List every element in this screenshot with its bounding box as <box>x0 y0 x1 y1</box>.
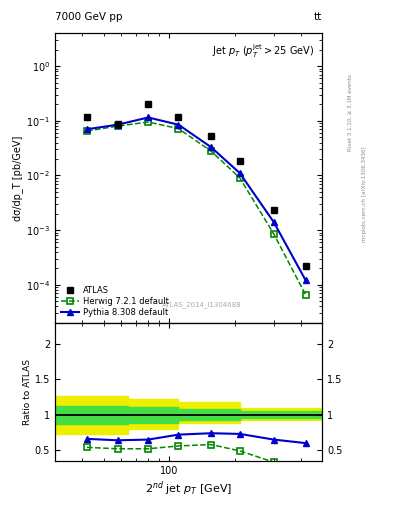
Pythia 8.308 default <box>237 170 242 176</box>
Text: mcplots.cern.ch [arXiv:1306.3436]: mcplots.cern.ch [arXiv:1306.3436] <box>362 147 367 242</box>
Y-axis label: Ratio to ATLAS: Ratio to ATLAS <box>23 359 32 425</box>
Y-axis label: dσ/dp_T [pb/GeV]: dσ/dp_T [pb/GeV] <box>12 135 23 221</box>
Pythia 8.308 default <box>146 114 151 120</box>
ATLAS <box>237 158 242 164</box>
Herwig 7.2.1 default <box>115 123 120 129</box>
Text: 7000 GeV pp: 7000 GeV pp <box>55 11 123 22</box>
Herwig 7.2.1 default <box>84 128 89 134</box>
Pythia 8.308 default <box>209 144 213 150</box>
Herwig 7.2.1 default <box>176 125 181 132</box>
Herwig 7.2.1 default <box>146 119 151 125</box>
Line: ATLAS: ATLAS <box>83 101 309 269</box>
Herwig 7.2.1 default <box>237 175 242 181</box>
Herwig 7.2.1 default <box>303 292 308 298</box>
ATLAS <box>176 114 181 120</box>
Text: Jet $p_T$ ($p_T^{\rm jet}>25$ GeV): Jet $p_T$ ($p_T^{\rm jet}>25$ GeV) <box>212 42 314 60</box>
ATLAS <box>209 133 213 139</box>
ATLAS <box>84 114 89 120</box>
Pythia 8.308 default <box>115 121 120 127</box>
ATLAS <box>115 121 120 127</box>
Pythia 8.308 default <box>303 278 308 284</box>
Text: ATLAS_2014_I1304688: ATLAS_2014_I1304688 <box>162 302 242 308</box>
Pythia 8.308 default <box>84 126 89 132</box>
Text: Rivet 3.1.10, ≥ 3.1M events: Rivet 3.1.10, ≥ 3.1M events <box>348 74 353 151</box>
Line: Herwig 7.2.1 default: Herwig 7.2.1 default <box>84 119 309 297</box>
ATLAS <box>303 263 308 269</box>
Text: tt: tt <box>314 11 322 22</box>
Line: Pythia 8.308 default: Pythia 8.308 default <box>84 115 309 283</box>
Legend: ATLAS, Herwig 7.2.1 default, Pythia 8.308 default: ATLAS, Herwig 7.2.1 default, Pythia 8.30… <box>59 284 170 319</box>
Pythia 8.308 default <box>176 121 181 127</box>
ATLAS <box>272 207 276 214</box>
ATLAS <box>146 101 151 108</box>
Pythia 8.308 default <box>272 219 276 225</box>
Herwig 7.2.1 default <box>209 148 213 154</box>
X-axis label: 2$^{nd}$ jet $p_T$ [GeV]: 2$^{nd}$ jet $p_T$ [GeV] <box>145 480 232 498</box>
Herwig 7.2.1 default <box>272 231 276 237</box>
